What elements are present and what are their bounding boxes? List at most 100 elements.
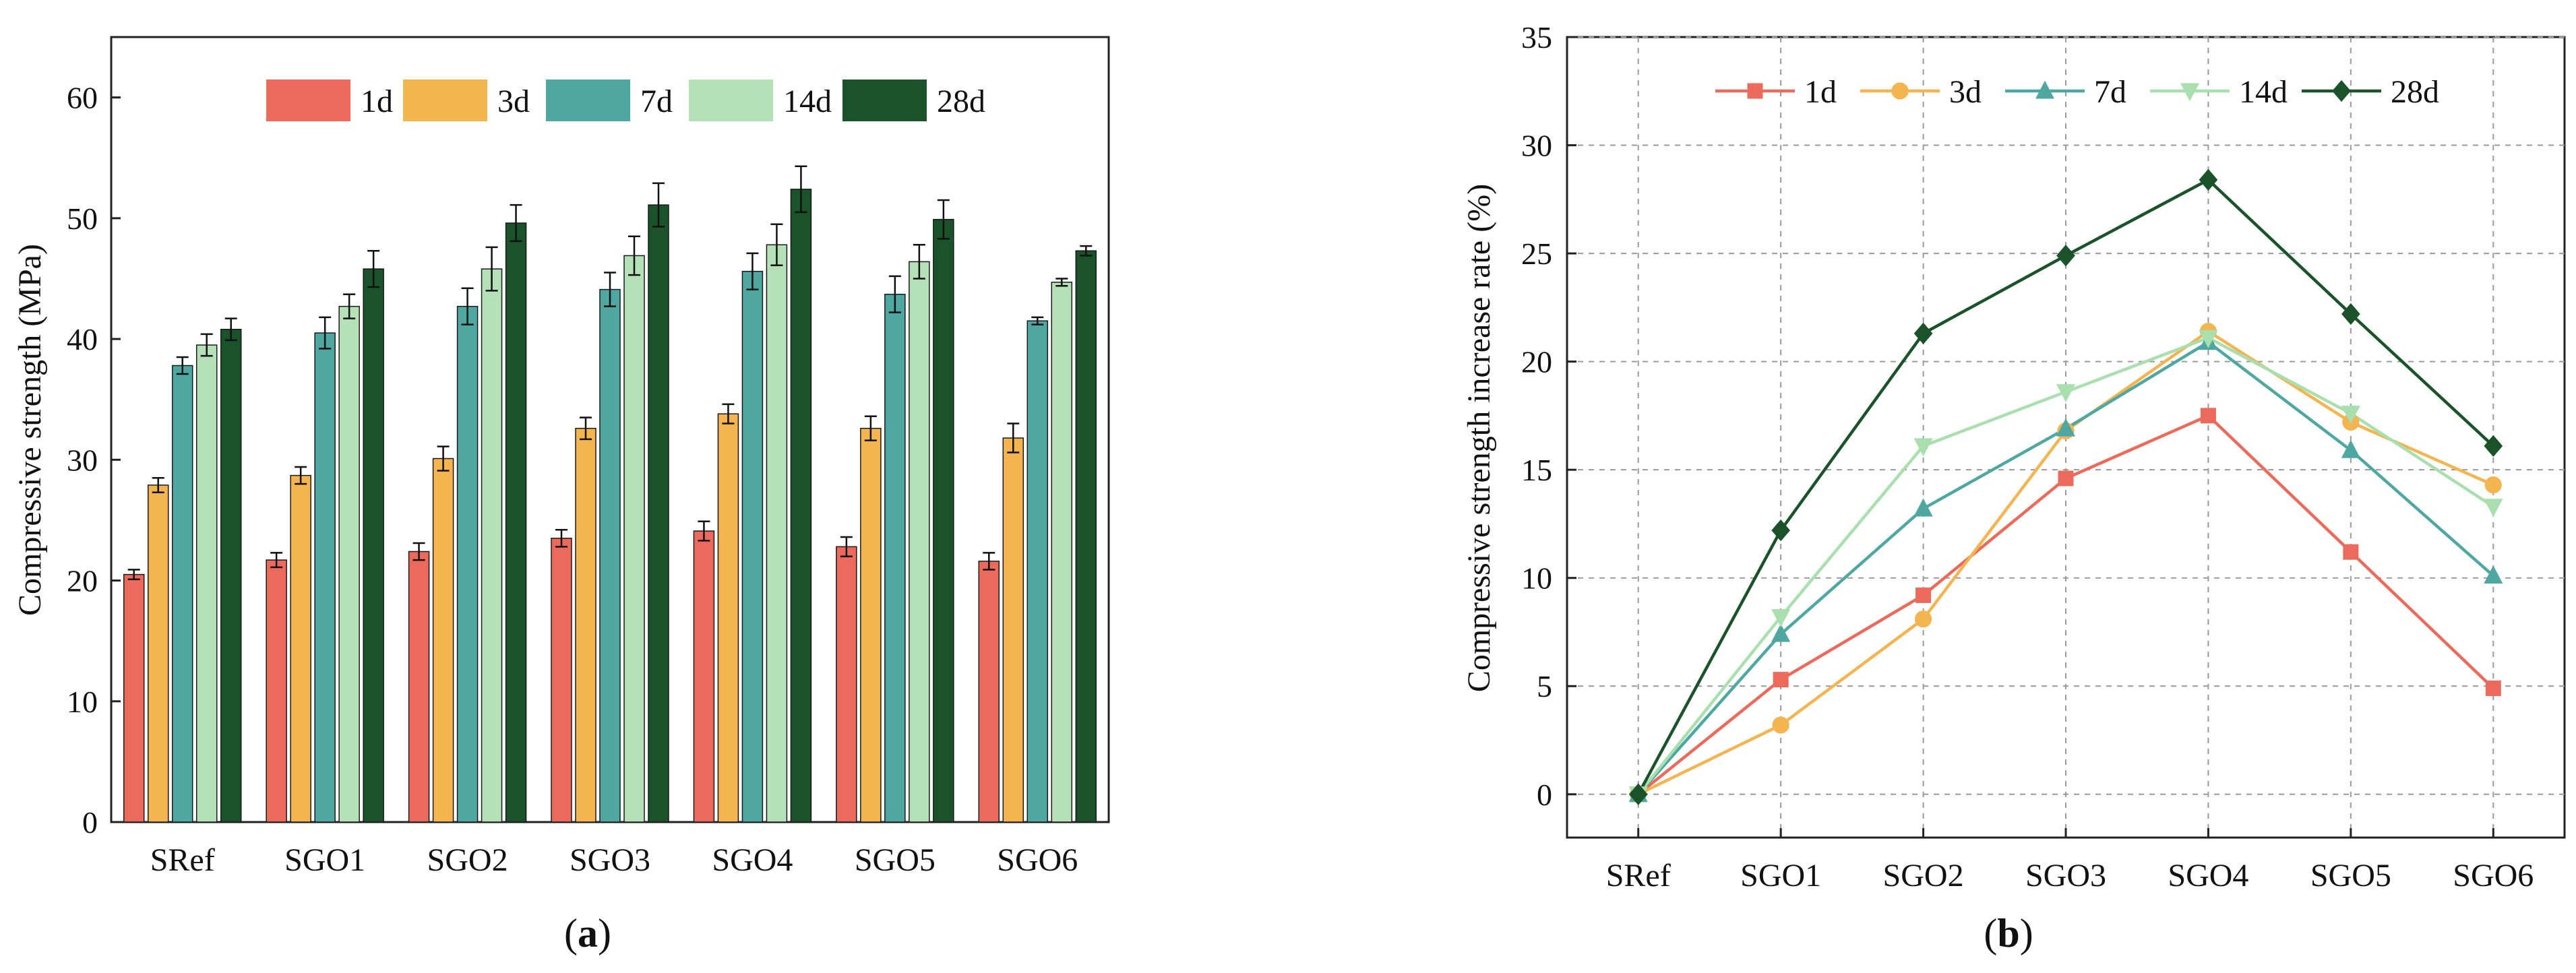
y-tick-label: 60 xyxy=(67,81,98,115)
y-tick-label: 40 xyxy=(67,322,98,356)
bar xyxy=(551,538,572,823)
panel-a-y-axis: 0 10 20 30 40 50 60 xyxy=(67,81,121,840)
bar xyxy=(933,218,954,823)
data-point-marker xyxy=(1771,623,1791,642)
legend-swatch xyxy=(546,80,630,121)
svg-text:(a): (a) xyxy=(564,911,611,955)
panel-a-legend: 1d 3d 7d 14d 28d xyxy=(266,80,985,121)
data-point-marker xyxy=(1747,83,1763,99)
bar xyxy=(363,268,384,823)
x-tick-label: SGO5 xyxy=(2310,858,2391,893)
bar xyxy=(147,484,169,823)
bar xyxy=(648,204,669,823)
y-tick-label: 20 xyxy=(67,564,98,598)
data-point-marker xyxy=(2485,680,2501,696)
data-point-marker xyxy=(2056,418,2076,437)
x-tick-label: SGO1 xyxy=(284,842,365,878)
bar xyxy=(575,427,596,823)
bar xyxy=(1051,282,1073,823)
legend-swatch xyxy=(266,80,350,121)
data-point-marker xyxy=(1913,322,1933,345)
data-point-marker xyxy=(2484,476,2502,494)
data-point-marker xyxy=(1891,82,1909,100)
x-tick-label: SGO3 xyxy=(2025,858,2106,893)
bar xyxy=(909,261,930,823)
y-tick-label: 10 xyxy=(1521,561,1552,596)
y-tick-label: 10 xyxy=(67,685,98,719)
legend-label: 28d xyxy=(937,84,985,119)
bar xyxy=(836,546,857,823)
bar xyxy=(266,559,287,823)
panel-a-caption-letter: a xyxy=(578,911,598,955)
x-tick-label: SGO6 xyxy=(997,842,1078,878)
data-point-marker xyxy=(2058,470,2074,486)
data-point-marker xyxy=(2343,544,2359,560)
bar xyxy=(123,573,145,823)
y-tick-label: 0 xyxy=(1537,778,1552,812)
bar xyxy=(314,332,336,823)
x-tick-label: SGO2 xyxy=(1883,858,1964,893)
svg-text:(b): (b) xyxy=(1984,911,2033,955)
bar xyxy=(860,427,882,823)
data-point-marker xyxy=(2484,565,2503,584)
x-tick-label: SGO4 xyxy=(2168,858,2248,893)
legend-label: 14d xyxy=(783,84,832,119)
legend-label: 14d xyxy=(2239,74,2288,110)
data-point-marker xyxy=(2199,168,2218,191)
bar xyxy=(884,294,906,823)
panel-a-bar-chart: 0 10 20 30 40 50 60 SRef SGO1 SGO2 SGO3 SGO4 SGO5 SG… xyxy=(12,36,1110,955)
panel-b-y-axis: 0 5 10 15 20 25 30 35 xyxy=(1521,20,1576,812)
bar xyxy=(978,561,1000,823)
panel-b-legend: 1d 3d 7d 14d 28d xyxy=(1715,74,2439,110)
data-point-marker xyxy=(2341,439,2360,458)
y-tick-label: 30 xyxy=(67,443,98,477)
bar xyxy=(220,328,242,823)
data-point-marker xyxy=(2180,83,2200,102)
bar xyxy=(1075,250,1097,823)
data-point-marker xyxy=(2056,245,2075,267)
bar xyxy=(432,458,454,823)
legend-swatch xyxy=(689,80,773,121)
bar xyxy=(338,305,360,823)
bar xyxy=(1026,320,1049,823)
x-tick-label: SGO2 xyxy=(427,842,508,878)
data-point-marker xyxy=(1773,672,1789,688)
bar xyxy=(766,244,788,823)
data-point-marker xyxy=(1913,438,1933,457)
y-tick-label: 20 xyxy=(1521,345,1552,379)
legend-swatch xyxy=(842,80,927,121)
panel-a-bars xyxy=(123,165,1097,823)
data-point-marker xyxy=(1915,587,1932,603)
data-point-marker xyxy=(1771,608,1791,627)
bar xyxy=(408,551,430,823)
data-point-marker xyxy=(2484,499,2503,517)
y-tick-label: 0 xyxy=(82,805,98,840)
panel-a-y-axis-label: Compressive strength (MPa) xyxy=(12,244,48,616)
panel-a-caption: (a) xyxy=(564,911,611,955)
y-tick-label: 25 xyxy=(1521,237,1552,271)
data-point-marker xyxy=(2056,384,2076,402)
y-tick-label: 30 xyxy=(1521,129,1552,163)
y-tick-label: 15 xyxy=(1521,453,1552,487)
data-point-marker xyxy=(1628,783,1648,805)
legend-label: 28d xyxy=(2391,74,2439,110)
x-tick-label: SGO4 xyxy=(712,842,793,878)
legend-swatch xyxy=(403,80,487,121)
data-point-marker xyxy=(2200,408,2216,424)
panel-b-caption-letter: b xyxy=(1997,911,2019,955)
bar xyxy=(623,255,645,823)
x-tick-label: SGO1 xyxy=(1740,858,1821,893)
y-tick-label: 5 xyxy=(1537,669,1552,703)
bar xyxy=(290,474,311,823)
legend-label: 3d xyxy=(1949,74,1982,110)
data-point-marker xyxy=(1914,610,1932,628)
y-tick-label: 35 xyxy=(1521,20,1552,55)
bar xyxy=(1002,437,1024,823)
bar xyxy=(693,530,715,823)
panel-b-y-axis-label: Compressive strength increase rate (%) xyxy=(1461,184,1497,692)
legend-label: 7d xyxy=(2094,74,2126,110)
y-tick-label: 50 xyxy=(67,201,98,236)
bar xyxy=(171,365,193,823)
